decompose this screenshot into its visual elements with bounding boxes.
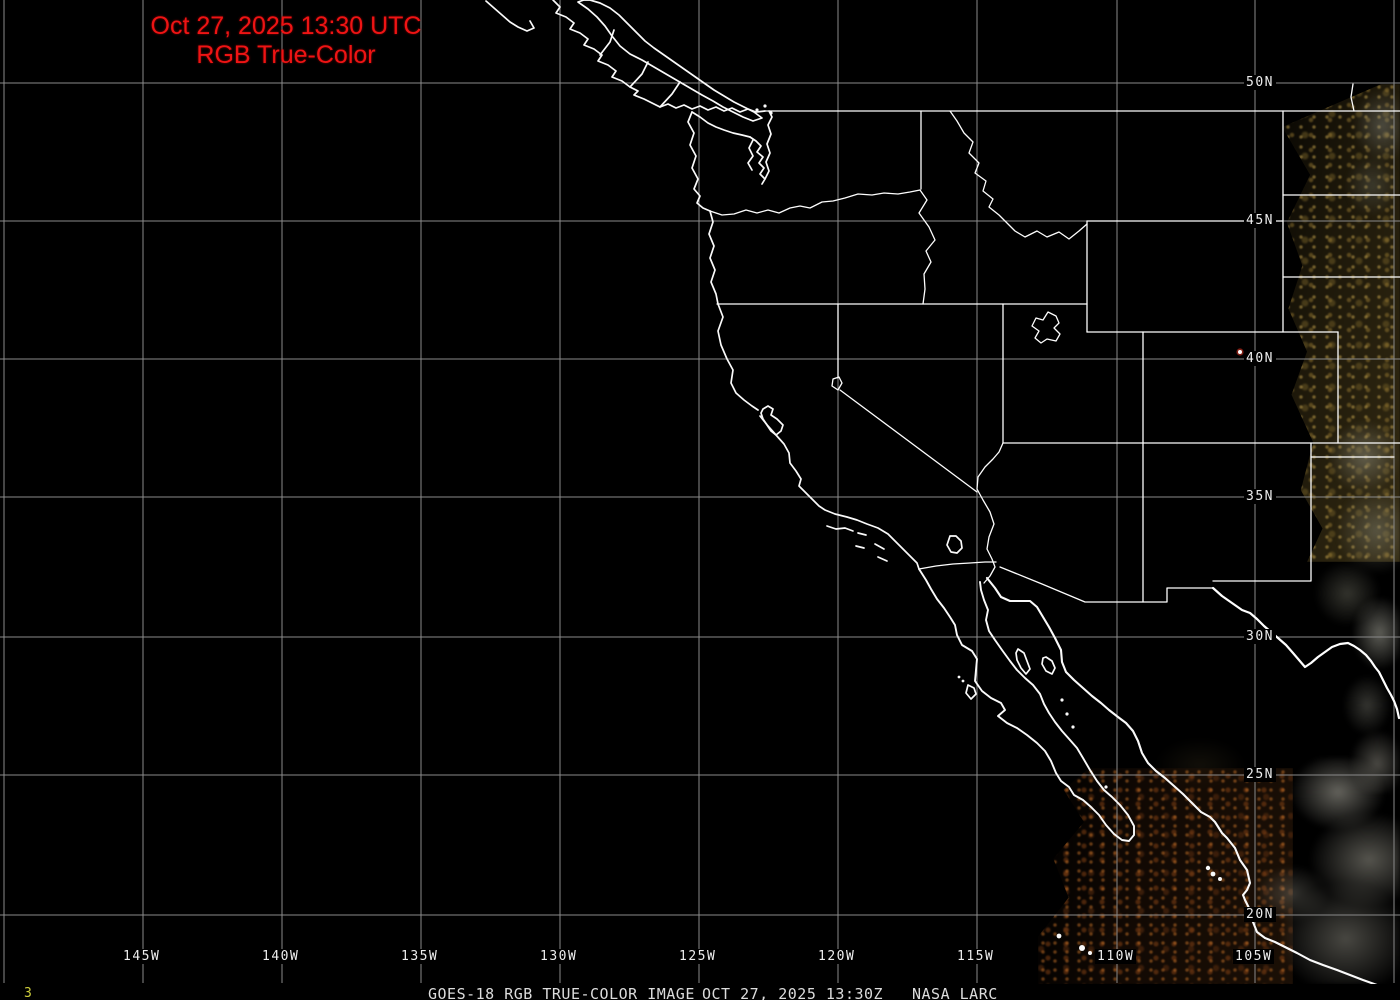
lon-label-105W: 105W bbox=[1233, 949, 1275, 964]
lat-label-30N: 30N bbox=[1244, 629, 1276, 644]
lon-label-110W: 110W bbox=[1095, 949, 1137, 964]
isla-cedros bbox=[965, 684, 977, 700]
islas-marias-dot bbox=[1210, 871, 1216, 877]
channel-islands-3 bbox=[855, 545, 865, 549]
lat-label-20N: 20N bbox=[1244, 907, 1276, 922]
frame-number: 3 bbox=[24, 986, 33, 1000]
coast-washington bbox=[687, 111, 711, 212]
coast-california-north bbox=[717, 303, 759, 411]
gulf-island-dot bbox=[1104, 785, 1108, 789]
coast-haida-gwaii bbox=[485, 0, 535, 32]
coast-puget-sound bbox=[749, 136, 766, 185]
lat-label-50N: 50N bbox=[1244, 75, 1276, 90]
lat-label-40N: 40N bbox=[1244, 351, 1276, 366]
caption-source: GOES-18 RGB TRUE-COLOR IMAGE bbox=[428, 985, 695, 1000]
border-or-id-snake-river bbox=[918, 189, 936, 305]
caption-credit: NASA LARC bbox=[912, 985, 998, 1000]
islas-marias-dot bbox=[1218, 877, 1222, 881]
border-wa-or-columbia-river bbox=[709, 189, 921, 216]
baja-islet-dot bbox=[961, 679, 965, 683]
fjord-inlet-3 bbox=[659, 81, 681, 108]
gulf-island-dot bbox=[1071, 725, 1075, 729]
hotspot-marker bbox=[1236, 348, 1244, 356]
border-colorado-river bbox=[976, 442, 1004, 584]
border-tx-nm bbox=[1212, 442, 1312, 582]
islas-marias-dot bbox=[1205, 865, 1211, 871]
bright-cloud-dot bbox=[1056, 933, 1062, 939]
gulf-island-dot bbox=[1065, 712, 1069, 716]
coast-strait-juan-de-fuca bbox=[691, 111, 751, 138]
lat-label-25N: 25N bbox=[1244, 767, 1276, 782]
salton-sea bbox=[946, 535, 963, 554]
border-canada-jog bbox=[1350, 83, 1355, 112]
island-dots bbox=[755, 104, 1222, 955]
channel-islands-1 bbox=[826, 525, 854, 532]
lon-label-120W: 120W bbox=[816, 949, 858, 964]
hotspot-dot bbox=[1238, 350, 1242, 354]
channel-islands-4 bbox=[874, 543, 885, 550]
san-juan-island-dot bbox=[769, 111, 773, 115]
coast-oregon bbox=[708, 210, 719, 305]
channel-islands-5 bbox=[877, 556, 888, 562]
lat-label-35N: 35N bbox=[1244, 489, 1276, 504]
coast-vancouver-island bbox=[577, 0, 763, 122]
lon-label-145W: 145W bbox=[121, 949, 163, 964]
great-salt-lake bbox=[1031, 311, 1061, 344]
bright-cloud-dot bbox=[1088, 951, 1092, 955]
lon-label-125W: 125W bbox=[677, 949, 719, 964]
coast-bc-mainland bbox=[552, 0, 766, 113]
image-annotation: Oct 27, 2025 13:30 UTC RGB True-Color bbox=[150, 12, 422, 70]
lat-label-45N: 45N bbox=[1244, 213, 1276, 228]
border-ca-nv-diagonal bbox=[839, 389, 978, 493]
coast-puget-east bbox=[764, 110, 773, 180]
bright-cloud-dot bbox=[1079, 945, 1085, 951]
coast-mexico-mainland bbox=[985, 576, 1392, 991]
fjord-inlet-1 bbox=[599, 29, 615, 56]
lon-label-135W: 135W bbox=[399, 949, 441, 964]
lake-tahoe bbox=[831, 376, 843, 391]
political-borders bbox=[709, 83, 1400, 603]
san-juan-island-dot bbox=[755, 108, 759, 112]
coast-baja-california bbox=[918, 568, 1135, 842]
caption-bar: 3 GOES-18 RGB TRUE-COLOR IMAGE OCT 27, 2… bbox=[0, 984, 1400, 1000]
isla-angel-de-la-guarda bbox=[1015, 648, 1031, 675]
lon-label-140W: 140W bbox=[260, 949, 302, 964]
border-az-sonora bbox=[999, 566, 1214, 603]
coast-california-south bbox=[759, 415, 920, 570]
baja-islet-dot bbox=[957, 675, 961, 679]
channel-islands-2 bbox=[857, 532, 867, 536]
border-mt-id bbox=[949, 110, 1088, 240]
isla-tiburon bbox=[1041, 656, 1056, 675]
annotation-timestamp: Oct 27, 2025 13:30 UTC bbox=[150, 12, 422, 40]
annotation-product: RGB True-Color bbox=[196, 41, 376, 69]
coastlines bbox=[485, 0, 1392, 991]
gulf-island-dot bbox=[1060, 698, 1064, 702]
border-us-mexico-west bbox=[918, 561, 997, 570]
lon-label-115W: 115W bbox=[955, 949, 997, 964]
caption-timestamp: OCT 27, 2025 13:30Z bbox=[702, 985, 884, 1000]
lon-label-130W: 130W bbox=[538, 949, 580, 964]
san-juan-island-dot bbox=[763, 104, 767, 108]
fjord-inlet-2 bbox=[629, 61, 649, 88]
border-rio-grande bbox=[1211, 586, 1400, 720]
coast-hood-canal bbox=[747, 139, 754, 171]
